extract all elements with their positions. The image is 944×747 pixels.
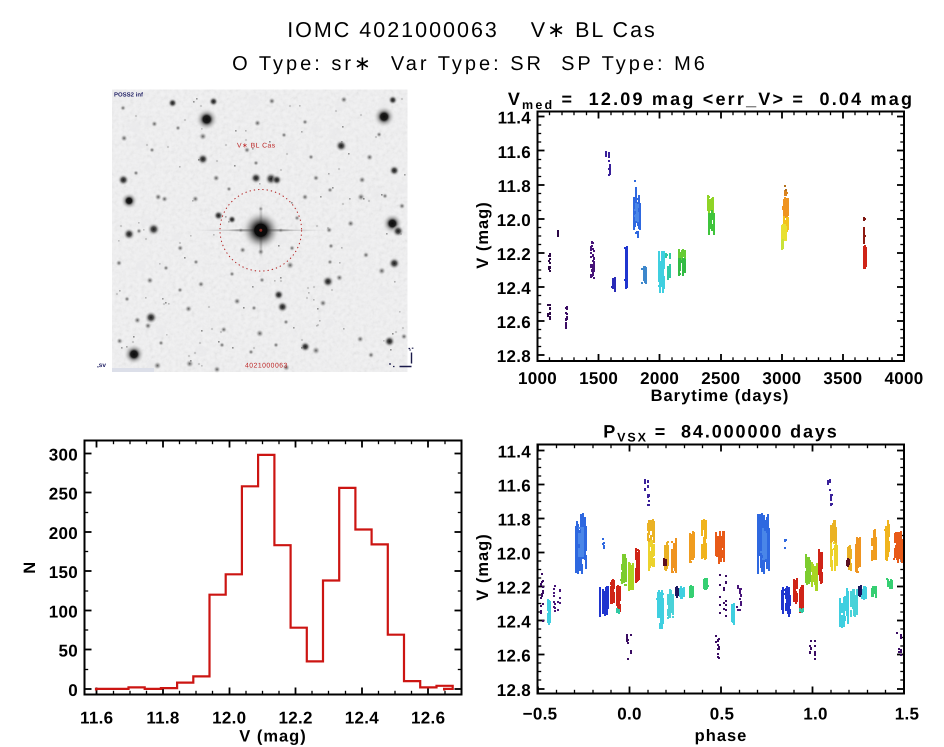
svg-text:12.0: 12.0 [497, 545, 531, 564]
svg-text:12.0: 12.0 [212, 709, 246, 728]
svg-text:11.4: 11.4 [498, 109, 532, 128]
svg-text:V (mag): V (mag) [474, 533, 492, 601]
svg-text:2000: 2000 [640, 369, 679, 388]
svg-text:200: 200 [49, 524, 78, 543]
svg-text:4021000063: 4021000063 [245, 363, 288, 370]
svg-text:1.5: 1.5 [895, 705, 920, 724]
svg-text:12.4: 12.4 [497, 613, 532, 632]
svg-text:11.6: 11.6 [498, 143, 531, 162]
svg-text:3000: 3000 [762, 369, 801, 388]
svg-text:0: 0 [68, 681, 78, 700]
svg-text:3500: 3500 [823, 369, 862, 388]
svg-text:1.0: 1.0 [803, 705, 828, 724]
svg-text:IOMC 4021000063 V∗ BL Cas: IOMC 4021000063 V∗ BL Cas [287, 18, 657, 42]
svg-text:0.5: 0.5 [710, 705, 735, 724]
svg-text:12.8: 12.8 [497, 347, 531, 366]
svg-text:0.0: 0.0 [617, 705, 642, 724]
svg-text:N: N [21, 561, 39, 573]
svg-text:12.2: 12.2 [497, 579, 531, 598]
svg-text:phase: phase [695, 727, 748, 745]
svg-text:11.8: 11.8 [498, 177, 531, 196]
svg-text:V (mag): V (mag) [239, 728, 307, 746]
svg-text:,sv: ,sv [97, 362, 106, 369]
svg-text:O Type: sr∗ Var Type: SR SP: O Type: sr∗ Var Type: SR SP Type: M6 [232, 53, 708, 75]
svg-text:11.8: 11.8 [498, 511, 531, 530]
svg-text:12.4: 12.4 [345, 709, 380, 728]
svg-text:−0.5: −0.5 [523, 705, 558, 724]
svg-text:300: 300 [49, 445, 78, 464]
svg-text:250: 250 [49, 485, 78, 504]
svg-text:V (mag): V (mag) [474, 201, 492, 269]
svg-text:12.2: 12.2 [278, 709, 312, 728]
svg-text:1000: 1000 [518, 369, 557, 388]
svg-text:11.6: 11.6 [498, 476, 531, 495]
svg-text:12.6: 12.6 [497, 313, 531, 332]
svg-text:11.8: 11.8 [146, 709, 179, 728]
svg-text:V∗ BL Cas: V∗ BL Cas [237, 143, 276, 150]
svg-text:12.6: 12.6 [497, 647, 531, 666]
svg-text:4000: 4000 [884, 369, 923, 388]
svg-text:12.6: 12.6 [411, 709, 445, 728]
svg-text:1500: 1500 [579, 369, 618, 388]
svg-text:150: 150 [49, 563, 78, 582]
svg-text:Barytime (days): Barytime (days) [651, 387, 790, 405]
svg-text:12.2: 12.2 [497, 245, 531, 264]
svg-text:11.4: 11.4 [498, 442, 532, 461]
svg-text:PVSX = 84.000000 days: PVSX = 84.000000 days [603, 422, 838, 445]
svg-text:50: 50 [58, 642, 78, 661]
svg-text:12.4: 12.4 [497, 279, 532, 298]
svg-text:2500: 2500 [701, 369, 740, 388]
svg-text:12.0: 12.0 [497, 211, 531, 230]
svg-text:11.6: 11.6 [80, 709, 113, 728]
svg-text:12.8: 12.8 [497, 681, 531, 700]
svg-text:100: 100 [49, 602, 78, 621]
svg-text:Vmed = 12.09 mag <err_V> = 0: Vmed = 12.09 mag <err_V> = 0.04 mag [508, 89, 914, 112]
svg-text:POSS2 inf: POSS2 inf [114, 92, 144, 99]
